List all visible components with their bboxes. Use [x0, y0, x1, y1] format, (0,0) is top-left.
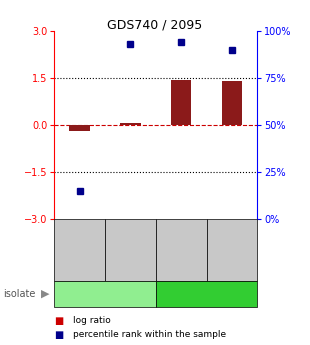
- Text: GSM27711: GSM27711: [126, 227, 135, 273]
- Bar: [120, 124, 140, 125]
- Text: GSM27713: GSM27713: [228, 227, 237, 273]
- Bar: [171, 80, 191, 125]
- Text: ■: ■: [54, 316, 64, 326]
- Text: ▶: ▶: [41, 289, 49, 299]
- Text: isolate: isolate: [3, 289, 35, 299]
- Text: ■: ■: [54, 330, 64, 339]
- Text: Fe10-3 and 10-56-11: Fe10-3 and 10-56-11: [61, 289, 148, 299]
- Text: GSM27712: GSM27712: [177, 227, 186, 273]
- Text: LS12 and 10-107-9: LS12 and 10-107-9: [167, 289, 246, 299]
- Text: GSM27710: GSM27710: [75, 227, 84, 273]
- Bar: [69, 125, 90, 131]
- Text: percentile rank within the sample: percentile rank within the sample: [73, 330, 226, 339]
- Text: GDS740 / 2095: GDS740 / 2095: [107, 19, 203, 32]
- Text: log ratio: log ratio: [73, 316, 111, 325]
- Bar: [222, 81, 242, 125]
